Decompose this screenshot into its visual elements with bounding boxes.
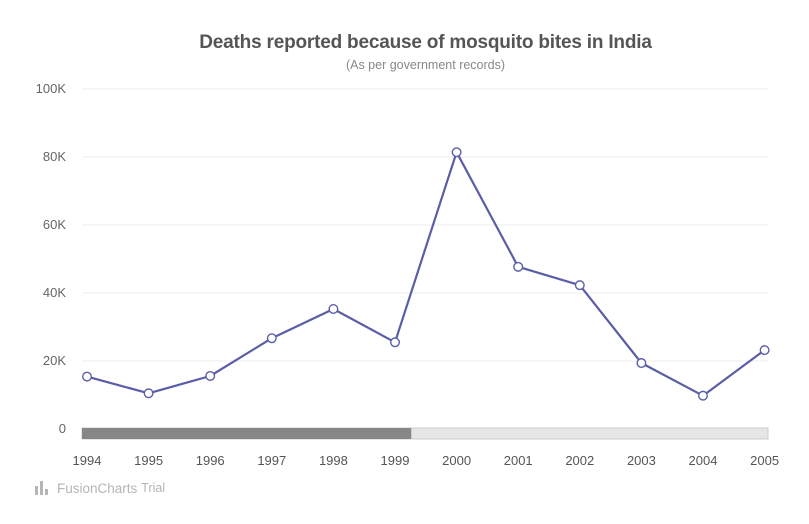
x-tick-label: 2000 <box>442 453 471 468</box>
y-tick-label: 40K <box>43 285 66 300</box>
y-axis: 0 20K 40K 60K 80K 100K <box>36 81 67 436</box>
scrollbar[interactable] <box>81 427 769 440</box>
x-tick-label: 2003 <box>627 453 656 468</box>
data-point[interactable] <box>759 345 770 356</box>
x-tick-label: 2004 <box>689 453 718 468</box>
chart-title: Deaths reported because of mosquito bite… <box>199 32 652 53</box>
grid-lines <box>82 88 768 362</box>
fusioncharts-logo-icon <box>35 481 49 495</box>
data-point[interactable] <box>698 390 709 401</box>
data-point[interactable] <box>266 333 277 344</box>
data-point[interactable] <box>143 388 154 399</box>
chart-subtitle: (As per government records) <box>345 58 506 72</box>
y-tick-label: 20K <box>43 353 66 368</box>
x-tick-label: 2005 <box>750 453 779 468</box>
data-point[interactable] <box>451 147 462 158</box>
x-tick-label: 1994 <box>73 453 102 468</box>
data-point[interactable] <box>81 371 92 382</box>
data-point[interactable] <box>513 261 524 272</box>
data-point[interactable] <box>574 280 585 291</box>
markers-layer <box>81 147 770 401</box>
x-tick-label: 2002 <box>565 453 594 468</box>
x-tick-label: 1996 <box>196 453 225 468</box>
series-line <box>86 151 766 397</box>
x-tick-label: 1997 <box>257 453 286 468</box>
watermark-brand: FusionCharts <box>57 480 138 496</box>
watermark-trial: Trial <box>141 481 166 495</box>
watermark: FusionCharts Trial <box>35 480 165 496</box>
y-tick-label: 100K <box>36 81 67 96</box>
y-tick-label: 0 <box>59 421 66 436</box>
x-tick-label: 1999 <box>381 453 410 468</box>
x-tick-label: 2001 <box>504 453 533 468</box>
data-point[interactable] <box>328 303 339 314</box>
series-layer <box>86 151 766 397</box>
y-tick-label: 80K <box>43 149 66 164</box>
data-point[interactable] <box>205 370 216 381</box>
x-axis: 1994 1995 1996 1997 1998 1999 2000 2001 2002 2003… <box>73 453 780 468</box>
data-point[interactable] <box>390 337 401 348</box>
x-tick-label: 1998 <box>319 453 348 468</box>
scrollbar-thumb[interactable] <box>82 428 412 439</box>
data-point[interactable] <box>636 358 647 369</box>
y-tick-label: 60K <box>43 217 66 232</box>
x-tick-label: 1995 <box>134 453 163 468</box>
